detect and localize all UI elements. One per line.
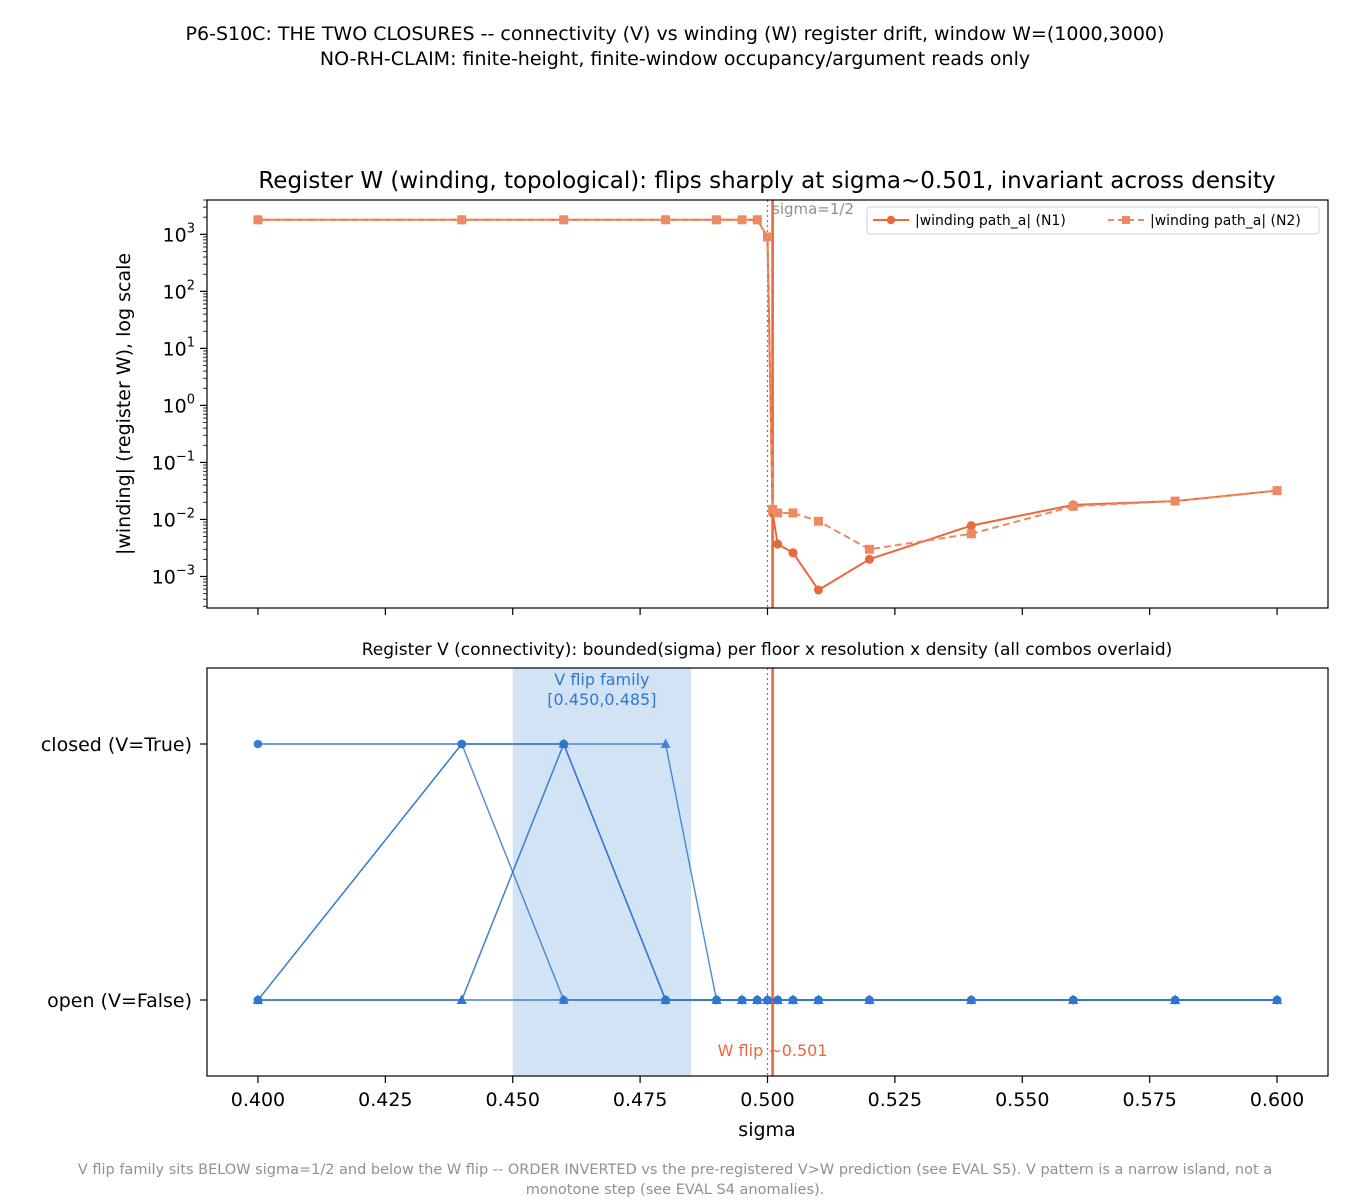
w-series-1-point xyxy=(788,548,798,558)
top-y-tick-label: 103 xyxy=(163,221,195,246)
sigma-half-label: sigma=1/2 xyxy=(772,200,854,218)
v-series-6-point xyxy=(813,994,824,1004)
v-series-6-point xyxy=(558,994,569,1004)
top-y-axis-label: |winding| (register W), log scale xyxy=(113,253,135,555)
v-series-6-point xyxy=(1272,994,1283,1004)
v-series-6-point xyxy=(762,994,773,1004)
footnote: V flip family sits BELOW sigma=1/2 and b… xyxy=(20,1160,1330,1200)
bottom-panel-title: Register V (connectivity): bounded(sigma… xyxy=(362,640,1173,660)
v-flip-family-label: V flip family xyxy=(554,670,649,689)
w-series-2-point xyxy=(813,516,823,526)
v-series-4-line xyxy=(258,743,1277,1001)
w-series-2-point xyxy=(457,215,467,225)
v-series-5-line xyxy=(258,742,1277,1001)
legend: |winding path_a| (N1) |winding path_a| (N… xyxy=(866,206,1320,235)
v-series-4-point xyxy=(660,738,671,748)
figure-title-line1: P6-S10C: THE TWO CLOSURES -- connectivit… xyxy=(185,23,1165,45)
top-y-axis: 10−3 10−2 10−1 100 101 102 103 xyxy=(152,199,207,607)
figure-title-line2: NO-RH-CLAIM: finite-height, finite-windo… xyxy=(319,48,1031,70)
v-series-6-point xyxy=(456,994,467,1004)
bottom-x-tick-label: 0.500 xyxy=(740,1089,794,1111)
w-series-2-point xyxy=(763,232,772,242)
w-series-1-point xyxy=(813,585,823,595)
v-series-6-point xyxy=(787,994,798,1004)
w-series-2-point xyxy=(737,215,747,225)
w-series-2-point xyxy=(661,215,671,225)
w-series-2-point xyxy=(253,215,263,225)
w-series-2-point xyxy=(966,529,976,539)
top-y-tick-label: 102 xyxy=(163,278,195,303)
bottom-x-tick-label: 0.550 xyxy=(995,1089,1049,1111)
v-series-6-point xyxy=(1170,994,1181,1004)
w-series-2-point xyxy=(752,215,762,225)
legend-entry-label: |winding path_a| (N1) xyxy=(915,213,1066,229)
v-series-6-point xyxy=(966,994,977,1004)
w-series-2-line xyxy=(258,218,1278,551)
v-series-3-point xyxy=(457,739,467,749)
bottom-y-tick-label: closed (V=True) xyxy=(41,734,192,756)
w-series-2-point xyxy=(559,215,569,225)
top-y-tick-label: 100 xyxy=(163,392,195,417)
v-series-1-point xyxy=(253,739,263,749)
w-series-1-point xyxy=(864,554,874,564)
bottom-x-tick-label: 0.600 xyxy=(1250,1089,1304,1111)
top-x-axis xyxy=(257,608,1278,615)
v-series-5-point xyxy=(558,738,569,748)
v-series-2-line xyxy=(257,742,1277,1001)
w-series-2-point xyxy=(768,504,778,514)
figure-chart: Register W (winding, topological): flips… xyxy=(41,168,1329,1141)
bottom-plot-area xyxy=(252,668,1283,1076)
v-series-6-point xyxy=(1068,994,1079,1004)
bottom-x-tick-label: 0.450 xyxy=(486,1089,540,1111)
footnote-line2: monotone step (see EVAL S4 anomalies). xyxy=(525,1182,825,1198)
w-series-1-point xyxy=(773,539,783,549)
legend-swatch-marker xyxy=(886,215,896,225)
footnote-line1: V flip family sits BELOW sigma=1/2 and b… xyxy=(77,1162,1273,1178)
bottom-x-axis: 0.400 0.425 0.450 0.475 0.500 0.525 0.550 0.575… xyxy=(231,1076,1304,1111)
v-series-6-point xyxy=(752,994,763,1004)
w-flip-label: W flip ~0.501 xyxy=(718,1041,828,1060)
v-series-6-point xyxy=(660,994,671,1004)
top-plot-area xyxy=(253,200,1282,608)
top-panel-title: Register W (winding, topological): flips… xyxy=(258,168,1275,194)
bottom-y-axis: closed (V=True) open (V=False) xyxy=(41,734,207,1012)
v-flip-family-band xyxy=(512,668,692,1076)
v-series-6-point xyxy=(711,994,722,1004)
bottom-y-tick-label: open (V=False) xyxy=(47,990,192,1012)
w-series-2-point xyxy=(1272,486,1282,496)
w-series-2-point xyxy=(712,215,722,225)
legend-swatch-marker xyxy=(1122,216,1130,224)
bottom-x-tick-label: 0.525 xyxy=(868,1089,922,1111)
v-series-6-point xyxy=(737,994,748,1004)
v-series-6-point xyxy=(252,994,263,1004)
v-series-1-line xyxy=(258,743,1277,1001)
w-series-2-point xyxy=(864,544,874,554)
v-series-3-line xyxy=(257,743,1277,1001)
top-y-tick-label: 10−1 xyxy=(152,449,195,474)
bottom-x-tick-label: 0.425 xyxy=(358,1089,412,1111)
w-series-2-point xyxy=(788,508,798,518)
v-flip-family-range: [0.450,0.485] xyxy=(547,690,656,709)
bottom-x-tick-label: 0.575 xyxy=(1122,1089,1176,1111)
legend-entry-label: |winding path_a| (N2) xyxy=(1150,213,1301,229)
v-series-6-point xyxy=(864,994,875,1004)
bottom-x-tick-label: 0.400 xyxy=(231,1089,285,1111)
bottom-x-axis-label: sigma xyxy=(738,1119,795,1141)
w-series-1-line xyxy=(258,218,1278,592)
top-y-tick-label: 10−3 xyxy=(152,563,195,588)
top-y-tick-label: 10−2 xyxy=(152,506,195,531)
w-series-2-point xyxy=(1068,501,1078,511)
bottom-x-tick-label: 0.475 xyxy=(613,1089,667,1111)
w-series-2-point xyxy=(773,508,783,518)
legend-box xyxy=(866,206,1320,235)
w-series-2-point xyxy=(1170,496,1180,506)
w-series-1-point xyxy=(966,521,976,531)
v-series-6-point xyxy=(772,994,783,1004)
top-y-tick-label: 101 xyxy=(163,335,195,360)
